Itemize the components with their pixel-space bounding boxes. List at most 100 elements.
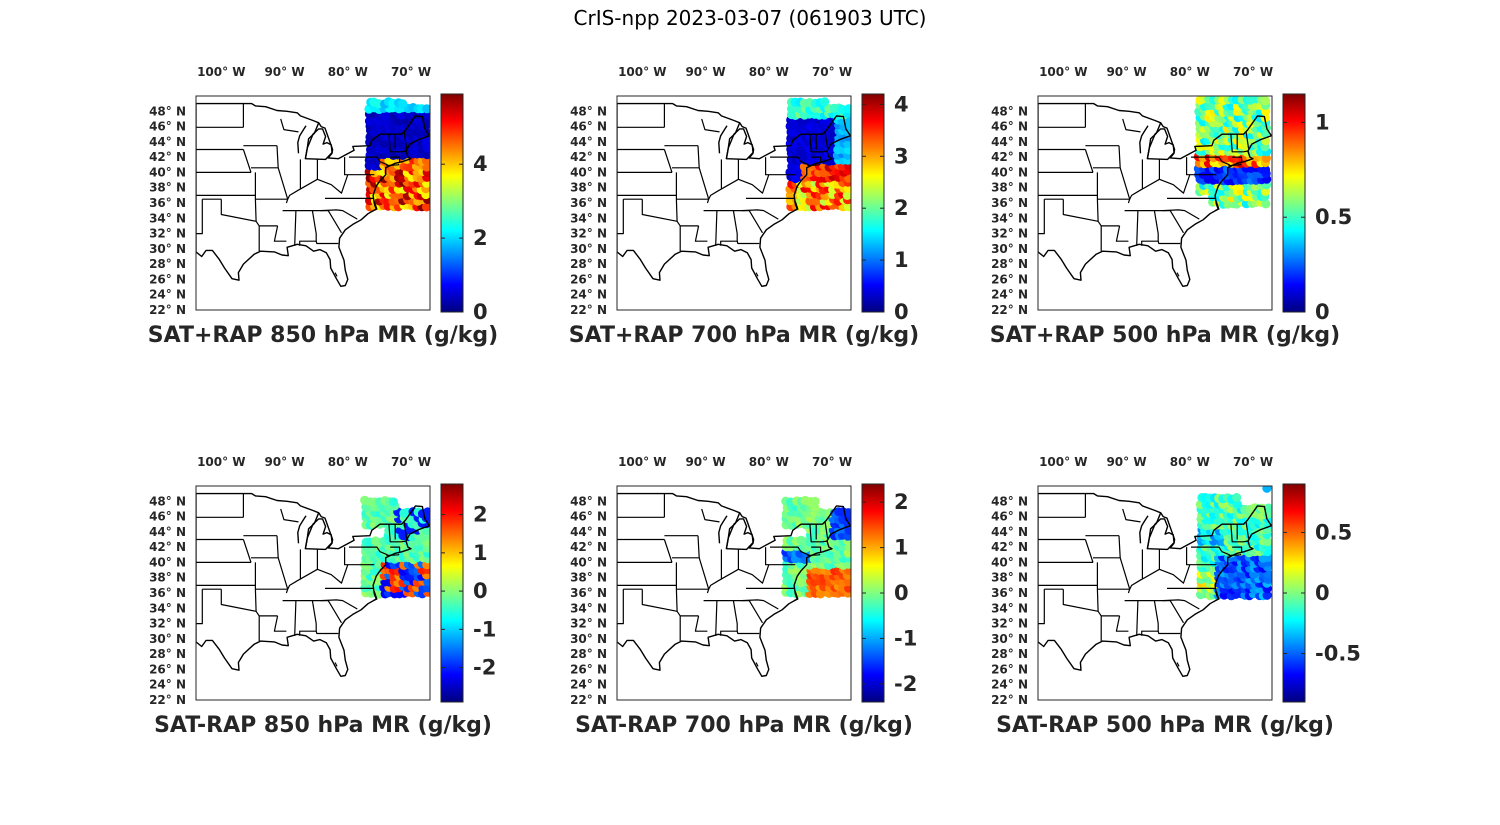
lon-tick-label: 80° W (1170, 65, 1210, 79)
state-border (715, 600, 718, 636)
state-border (765, 157, 796, 176)
state-border (755, 662, 759, 667)
lat-tick-label: 30° N (991, 632, 1028, 646)
state-border (1115, 615, 1129, 632)
state-border (273, 615, 287, 632)
lat-tick-label: 34° N (149, 601, 186, 615)
state-border (403, 521, 408, 539)
state-border (694, 615, 708, 632)
state-border (273, 225, 287, 242)
lat-tick-label: 22° N (570, 693, 607, 707)
lon-tick-label: 100° W (197, 65, 245, 79)
map-frame (1037, 485, 1273, 701)
state-border (1122, 508, 1141, 523)
lon-tick-label: 80° W (749, 455, 789, 469)
colorbar-tick-label: 0 (894, 300, 909, 324)
state-border (254, 562, 260, 642)
colorbar-tick-label: -2 (473, 656, 496, 680)
state-border (741, 600, 764, 624)
state-border (334, 662, 338, 667)
state-border (824, 521, 829, 539)
state-border (372, 591, 378, 602)
data-swath (785, 97, 851, 212)
lat-tick-label: 34° N (149, 211, 186, 225)
lon-tick-label: 90° W (1106, 455, 1146, 469)
map-panel-2: 100° W 90° W 80° W 70° W 48° N 46° N44° N42° … (569, 65, 919, 348)
data-point (810, 496, 820, 506)
state-border (242, 539, 252, 563)
colorbar-tick-label: -2 (894, 672, 917, 696)
michigan-outline (1146, 128, 1175, 161)
colorbar (440, 93, 464, 313)
lat-tick-label: 42° N (570, 540, 607, 554)
data-point (421, 202, 430, 212)
lon-tick-label: 70° W (1233, 65, 1273, 79)
state-border (641, 199, 678, 222)
lat-tick-label: 22° N (991, 303, 1028, 317)
lat-tick-label: 32° N (570, 617, 607, 631)
state-border (701, 118, 720, 133)
colorbar-tick-label: -1 (894, 626, 917, 650)
michigan-outline (725, 518, 754, 551)
great-lakes-outline (1139, 515, 1149, 544)
lon-tick-label: 80° W (328, 455, 368, 469)
lat-tick-label: 30° N (991, 242, 1028, 256)
data-swath (360, 495, 430, 599)
lat-tick-label: 26° N (149, 662, 186, 676)
lat-tick-label: 30° N (149, 242, 186, 256)
map-panel-4: 100° W 90° W 80° W 70° W 48° N 46° N44° N42° … (149, 455, 496, 738)
great-lakes-outline (297, 515, 307, 544)
state-border (1214, 591, 1220, 602)
state-border (403, 131, 408, 149)
lat-tick-label: 46° N (991, 120, 1028, 134)
state-border (1062, 199, 1099, 222)
coastline-and-borders (196, 102, 430, 287)
michigan-outline (304, 518, 333, 551)
state-border (1230, 134, 1249, 153)
lon-tick-label: 70° W (391, 65, 431, 79)
state-border (1118, 145, 1131, 204)
data-point (1263, 503, 1272, 513)
state-border (736, 241, 760, 245)
data-point (1262, 590, 1272, 600)
colorbar-tick-label: 2 (894, 196, 909, 220)
state-border (755, 272, 759, 277)
state-border (617, 199, 624, 235)
lat-tick-label: 26° N (149, 272, 186, 286)
lon-tick-label: 70° W (812, 455, 852, 469)
state-border (697, 535, 710, 594)
lat-tick-label: 38° N (149, 571, 186, 585)
lon-tick-label: 80° W (328, 65, 368, 79)
lon-tick-label: 70° W (812, 65, 852, 79)
lon-tick-label: 100° W (197, 455, 245, 469)
state-border (344, 157, 375, 176)
lat-tick-label: 24° N (570, 288, 607, 302)
lat-tick-label: 38° N (570, 181, 607, 195)
lon-tick-label: 80° W (1170, 455, 1210, 469)
lat-tick-label: 38° N (991, 181, 1028, 195)
lat-tick-label: 44° N (149, 135, 186, 149)
data-point (842, 190, 851, 200)
lon-tick-label: 100° W (618, 455, 666, 469)
lat-tick-label: 26° N (570, 662, 607, 676)
colorbar-tick-label: 1 (473, 541, 488, 565)
colorbar-tick-label: -1 (473, 617, 496, 641)
state-border (811, 546, 822, 553)
state-border (294, 210, 297, 246)
state-border (811, 156, 822, 163)
lat-tick-label: 48° N (570, 104, 607, 118)
state-border (1228, 553, 1242, 557)
coastline-and-borders (617, 492, 851, 677)
state-border (372, 201, 378, 212)
michigan-outline (304, 128, 333, 161)
state-border (388, 524, 407, 543)
lat-tick-label: 34° N (991, 211, 1028, 225)
colorbar-tick-label: 0.5 (1315, 520, 1352, 544)
lat-tick-label: 48° N (991, 104, 1028, 118)
state-border (809, 524, 828, 543)
state-border (1157, 241, 1181, 245)
data-point (422, 104, 430, 114)
map-panel-5: 100° W 90° W 80° W 70° W 48° N 46° N44° N42° … (570, 455, 917, 738)
lat-tick-label: 32° N (149, 617, 186, 631)
